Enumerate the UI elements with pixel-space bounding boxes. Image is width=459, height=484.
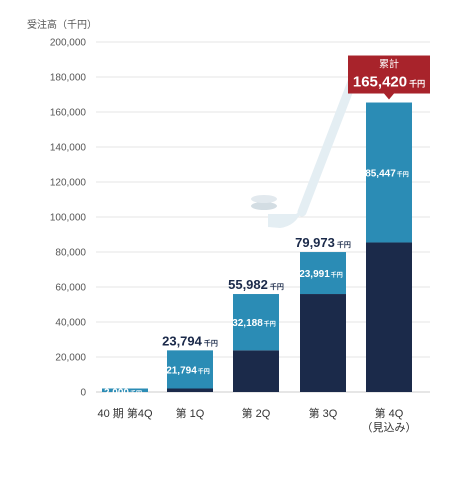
bar-segment [167,350,213,389]
puck-top [251,195,277,203]
y-tick-label: 20,000 [55,353,86,364]
bar-segment [167,388,213,392]
y-tick-label: 40,000 [55,318,86,329]
y-tick-label: 140,000 [50,143,87,154]
bar-segment [366,242,412,392]
segment-value-label: 32,188千円 [232,318,276,329]
segment-value-label: 85,447千円 [365,168,409,179]
y-tick-label: 80,000 [55,248,86,259]
x-category-label: 第 4Q [375,406,404,420]
x-category-label: 40 期 第4Q [97,406,152,420]
segment-value-label: 2,000千円 [104,387,142,398]
y-tick-label: 60,000 [55,283,86,294]
bar-segment [366,102,412,243]
y-tick-label: 100,000 [50,213,87,224]
x-category-label: （見込み） [362,421,417,434]
bar-segment [233,350,279,392]
segment-value-label: 23,991千円 [299,269,343,280]
stick-blade [268,210,302,228]
y-axis-label: 受注高（千円） [27,18,97,31]
bar-total-label: 23,794 千円 [162,333,218,348]
puck-bottom [251,202,277,210]
x-category-label: 第 2Q [242,406,271,420]
bar-total-label: 79,973 千円 [295,235,351,250]
cumulative-callout: 累計 165,420 千円 [348,55,430,100]
x-category-label: 第 1Q [176,406,205,420]
y-tick-label: 0 [80,388,86,399]
y-tick-label: 180,000 [50,73,87,84]
bar-segment [233,294,279,351]
bars [102,102,412,392]
bar-total-label: 55,982 千円 [228,277,284,292]
x-category-label: 第 3Q [309,406,338,420]
bar-segment [300,252,346,295]
bar-segment [300,294,346,392]
bar-segment [102,388,148,392]
hockey-stick-decoration [251,77,357,228]
stick-shaft [297,77,357,217]
y-tick-label: 200,000 [50,38,87,49]
callout-pointer [384,93,394,100]
callout-title: 累計 [379,58,399,71]
labels: 0 20,000 40,000 60,000 80,000 100,000 120,000 1… [50,38,430,434]
segment-value-label: 21,794千円 [166,365,210,376]
y-tick-label: 160,000 [50,108,87,119]
y-tick-label: 120,000 [50,178,87,189]
callout-value: 165,420 千円 [353,74,425,91]
callout-box [348,55,430,94]
